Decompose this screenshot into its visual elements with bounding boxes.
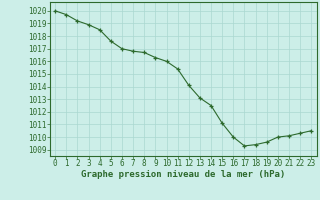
X-axis label: Graphe pression niveau de la mer (hPa): Graphe pression niveau de la mer (hPa) <box>81 170 285 179</box>
